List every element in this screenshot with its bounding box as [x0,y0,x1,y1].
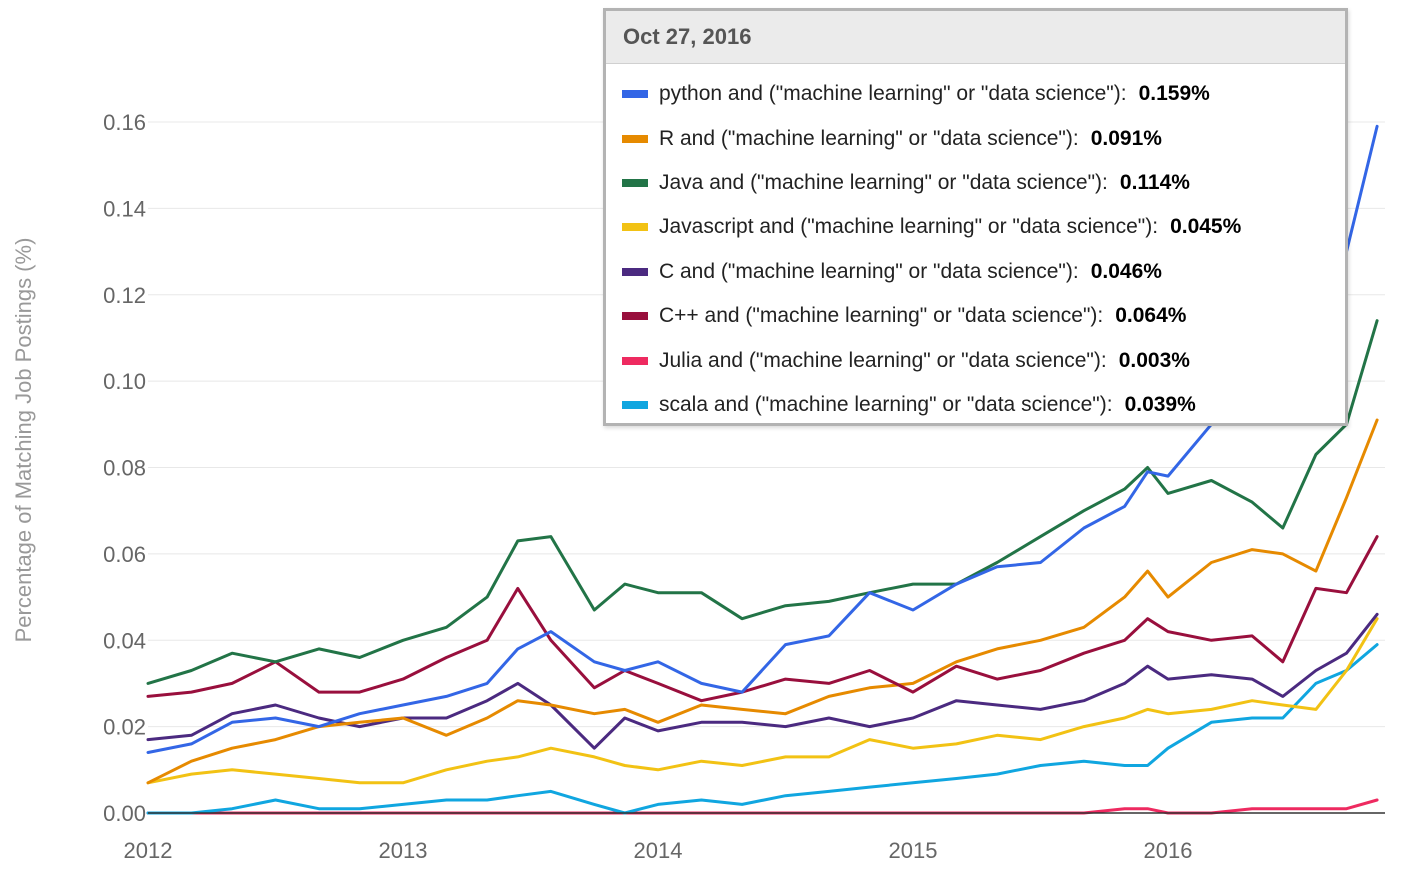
y-tick-label: 0.16 [103,110,146,135]
tooltip-label-java: Java and ("machine learning" or "data sc… [659,170,1108,194]
series-line-julia [146,798,1379,815]
legend-swatch-java [622,178,648,187]
tooltip-row-python: python and ("machine learning" or "data … [606,72,1345,116]
x-axis-ticks: 2012 2013 2014 2015 2016 [124,838,1193,863]
tooltip-label-cpp: C++ and ("machine learning" or "data sci… [659,304,1104,328]
tooltip-row-r: R and ("machine learning" or "data scien… [606,116,1345,160]
tooltip-row-javascript: Javascript and ("machine learning" or "d… [606,205,1345,249]
y-tick-label: 0.14 [103,196,146,221]
legend-swatch-cpp [622,312,648,321]
x-tick-label: 2016 [1144,838,1193,863]
tooltip-label-scala: scala and ("machine learning" or "data s… [659,392,1113,416]
tooltip-label-julia: Julia and ("machine learning" or "data s… [659,348,1107,372]
legend-swatch-scala [622,400,648,409]
tooltip-value-c: 0.046% [1090,259,1162,283]
series-line-r [146,418,1379,785]
tooltip-row-java: Java and ("machine learning" or "data sc… [606,161,1345,205]
y-tick-label: 0.02 [103,715,146,740]
y-tick-label: 0.10 [103,369,146,394]
legend-swatch-julia [622,356,648,365]
tooltip-row-cpp: C++ and ("machine learning" or "data sci… [606,294,1345,338]
tooltip-value-cpp: 0.064% [1115,304,1187,328]
x-tick-label: 2015 [889,838,938,863]
series-line-c [146,612,1379,750]
tooltip-row-julia: Julia and ("machine learning" or "data s… [606,338,1345,382]
tooltip-rows: python and ("machine learning" or "data … [606,64,1345,427]
series-line-java [146,319,1379,685]
y-axis-label: Percentage of Matching Job Postings (%) [11,238,36,643]
legend-swatch-c [622,267,648,276]
legend-swatch-python [622,90,648,99]
y-tick-label: 0.04 [103,628,146,653]
tooltip-value-julia: 0.003% [1118,348,1190,372]
series-line-cpp [146,535,1379,703]
series-line-python [146,124,1379,754]
legend-swatch-r [622,134,648,143]
x-tick-label: 2014 [634,838,683,863]
tooltip-row-c: C and ("machine learning" or "data scien… [606,250,1345,294]
tooltip-label-python: python and ("machine learning" or "data … [659,82,1127,106]
tooltip-label-javascript: Javascript and ("machine learning" or "d… [659,215,1159,239]
tooltip-value-python: 0.159% [1138,82,1210,106]
y-tick-label: 0.08 [103,456,146,481]
tooltip-value-javascript: 0.045% [1170,215,1242,239]
series-line-scala [146,643,1379,815]
tooltip-label-c: C and ("machine learning" or "data scien… [659,259,1079,283]
series-line-javascript [146,617,1379,785]
tooltip-value-scala: 0.039% [1124,392,1196,416]
y-axis-ticks: 0.00 0.02 0.04 0.06 0.08 0.10 0.12 0.14 0.16 [103,110,146,826]
x-tick-label: 2013 [379,838,428,863]
legend-swatch-javascript [622,223,648,232]
hover-tooltip: Oct 27, 2016 python and ("machine learni… [603,8,1348,426]
tooltip-value-java: 0.114% [1119,170,1190,194]
y-tick-label: 0.00 [103,801,146,826]
tooltip-date: Oct 27, 2016 [606,11,1345,64]
y-tick-label: 0.06 [103,542,146,567]
tooltip-value-r: 0.091% [1090,126,1162,150]
x-tick-label: 2012 [124,838,173,863]
tooltip-label-r: R and ("machine learning" or "data scien… [659,126,1079,150]
tooltip-row-scala: scala and ("machine learning" or "data s… [606,383,1345,427]
y-tick-label: 0.12 [103,283,146,308]
